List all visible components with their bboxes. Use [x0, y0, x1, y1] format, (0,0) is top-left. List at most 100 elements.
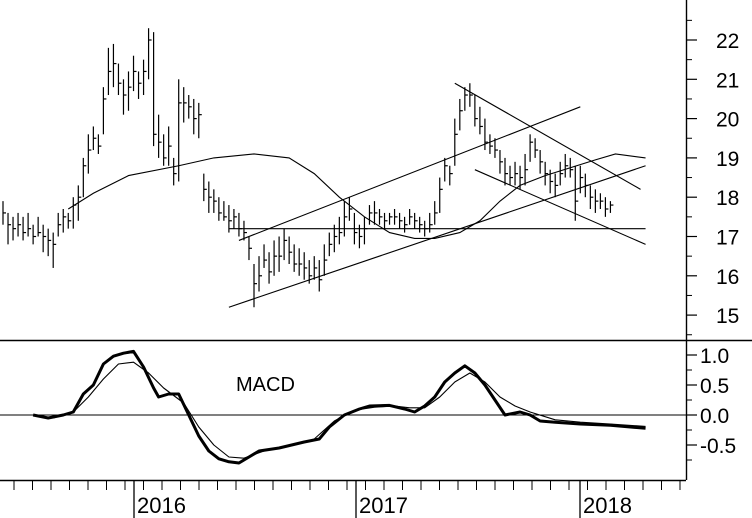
price-bar	[474, 95, 478, 127]
trendline	[228, 165, 646, 308]
price-bar	[27, 212, 32, 237]
macd-title: MACD	[236, 374, 295, 396]
price-bar	[158, 114, 162, 158]
price-bar	[353, 212, 358, 245]
price-tick-label: 16	[716, 266, 739, 289]
price-bar	[228, 205, 232, 233]
macd-axis-ticks: 1.0 0.5 0.0 -0.5	[686, 345, 736, 461]
price-bar	[122, 79, 127, 115]
price-bar	[494, 138, 498, 158]
price-bar	[52, 232, 57, 268]
price-bar	[449, 165, 453, 186]
trendline	[238, 106, 581, 241]
macd-tick-label: 0.0	[700, 405, 729, 428]
price-bar	[514, 161, 519, 186]
price-trendlines	[228, 82, 646, 308]
price-bar	[87, 134, 92, 174]
price-bar	[328, 232, 333, 257]
price-bar	[223, 201, 227, 221]
year-label: 2016	[137, 493, 186, 518]
price-bar	[464, 87, 468, 111]
price-bar	[107, 47, 112, 96]
price-bar	[253, 264, 257, 308]
price-bar	[7, 212, 12, 245]
price-bar	[484, 118, 488, 151]
price-bar	[278, 236, 283, 272]
price-bar	[388, 212, 393, 225]
price-bar	[559, 161, 564, 186]
price-bar	[378, 208, 383, 225]
price-bar	[208, 181, 212, 213]
price-bar	[574, 165, 579, 221]
price-bar	[57, 212, 62, 237]
price-bar	[323, 244, 328, 276]
macd-line	[32, 349, 646, 465]
price-bar	[368, 205, 373, 225]
price-bar	[579, 165, 584, 194]
price-bar	[499, 150, 503, 174]
time-axis: 2016 2017 2018	[13, 480, 681, 518]
price-bar	[102, 87, 107, 135]
price-bar	[318, 260, 323, 292]
price-bar	[404, 216, 408, 233]
price-bar	[373, 201, 378, 225]
price-bar	[238, 212, 242, 237]
trendline	[474, 169, 646, 245]
price-bar	[62, 208, 67, 233]
year-label: 2018	[583, 493, 632, 518]
price-bar	[313, 256, 318, 280]
price-bar	[117, 63, 122, 96]
price-bar	[17, 212, 22, 237]
chart-frame	[0, 0, 752, 482]
price-bar	[293, 244, 298, 272]
price-bar	[213, 189, 217, 213]
price-axis-ticks: 22 21 20 19 18 17 16 15	[686, 19, 739, 336]
price-bar	[137, 71, 142, 99]
price-bar	[127, 71, 132, 111]
price-bar	[233, 208, 237, 229]
price-bar	[434, 201, 438, 225]
price-bar	[67, 212, 72, 229]
price-bar	[218, 197, 222, 221]
price-bar	[2, 201, 6, 225]
price-bar	[343, 201, 348, 237]
price-bar	[338, 216, 343, 245]
price-bar	[539, 150, 544, 174]
price-bar	[153, 32, 157, 147]
macd-tick-label: 0.5	[700, 375, 729, 398]
price-bar	[594, 189, 599, 213]
price-bar	[22, 216, 27, 241]
price-bar	[604, 197, 609, 217]
price-bar	[439, 177, 443, 213]
price-bar	[529, 134, 534, 162]
price-bar	[72, 197, 77, 229]
price-bar	[609, 201, 614, 213]
price-bar	[534, 138, 539, 158]
price-bar	[414, 212, 418, 229]
price-bar	[308, 260, 313, 284]
price-bar	[409, 208, 413, 225]
price-bar	[298, 248, 303, 276]
price-tick-label: 21	[716, 69, 739, 92]
price-bar	[524, 153, 529, 186]
trendline	[454, 82, 641, 190]
price-bar	[564, 153, 569, 178]
price-bar	[584, 173, 589, 198]
price-bar	[398, 212, 403, 229]
price-bar	[519, 165, 524, 190]
price-bar	[479, 106, 483, 135]
price-bar	[77, 185, 82, 221]
price-bar	[97, 134, 102, 154]
price-tick-label: 15	[716, 305, 739, 328]
price-bar	[263, 244, 268, 268]
price-bar	[273, 240, 278, 276]
price-bar	[383, 212, 388, 229]
signal-line	[33, 361, 646, 459]
price-bar	[82, 157, 87, 198]
macd-tick-label: 1.0	[700, 345, 729, 368]
price-bar	[333, 224, 338, 253]
price-bar	[198, 102, 202, 139]
price-bar	[288, 236, 293, 265]
price-bar	[554, 173, 559, 198]
